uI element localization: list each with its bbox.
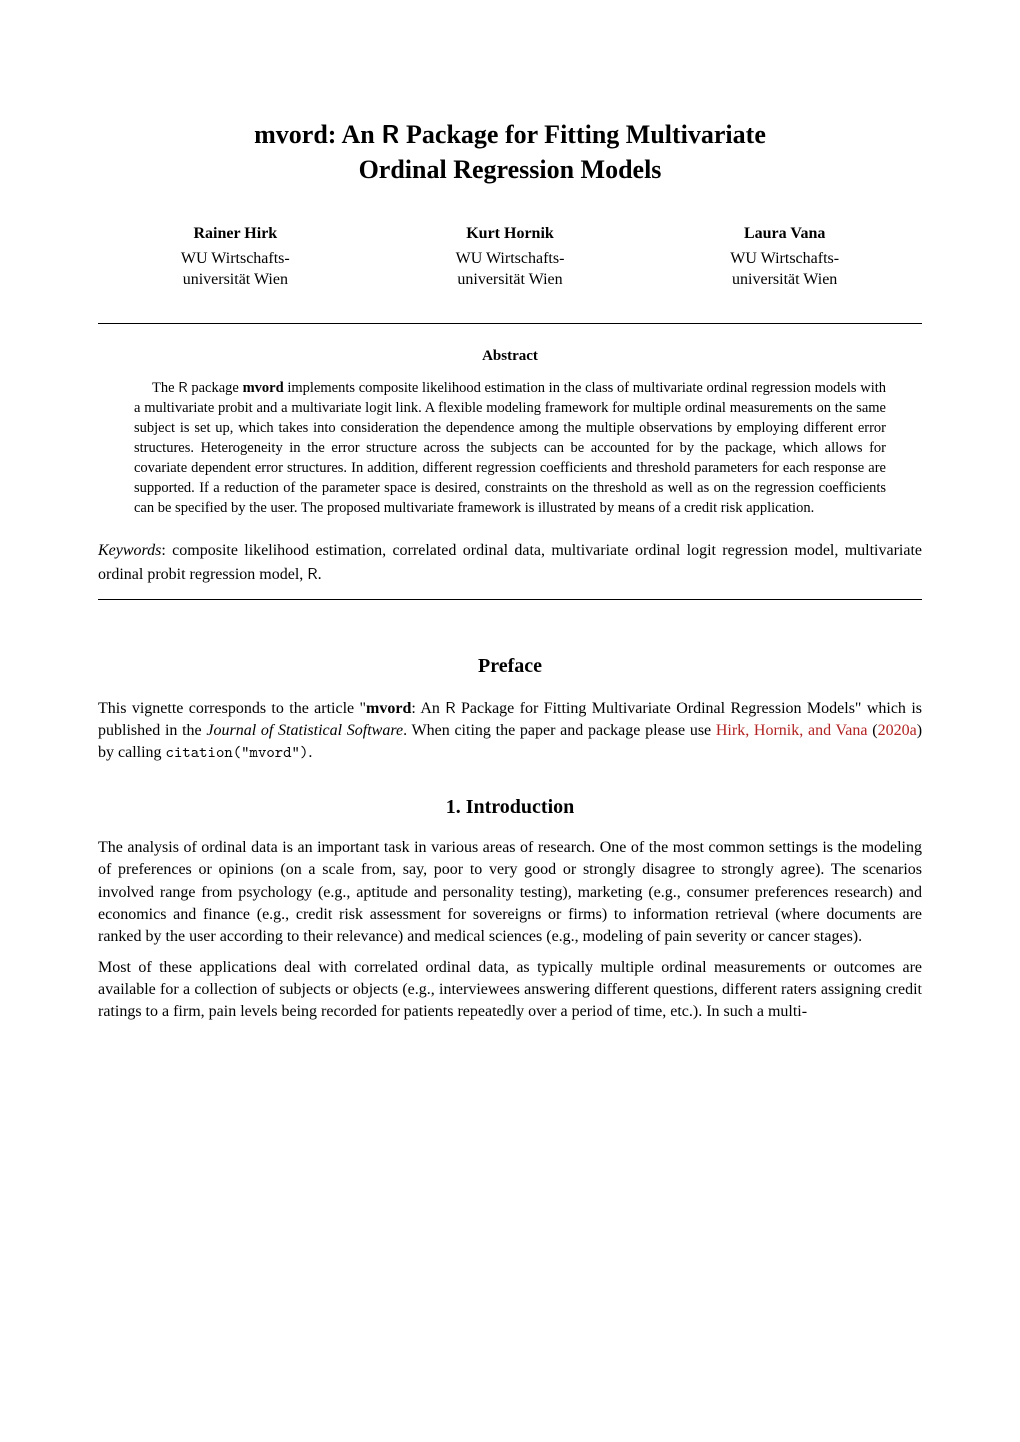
author-block: Kurt Hornik WU Wirtschafts- universität … [373,223,648,291]
author-block: Laura Vana WU Wirtschafts- universität W… [647,223,922,291]
preface-text: . When citing the paper and package plea… [403,722,716,739]
keywords-text: . [318,566,322,583]
title-text-prefix: mvord: An [254,120,381,149]
abstract-text: implements composite likelihood estimati… [134,380,886,516]
affiliation-line2: universität Wien [732,271,837,288]
preface-text: : An [411,700,445,717]
abstract-title: Abstract [98,346,922,367]
title-text-suffix: Package for Fitting Multivariate [400,120,766,149]
divider-top [98,323,922,324]
keywords-text: : composite likelihood estimation, corre… [98,542,922,583]
introduction-para1: The analysis of ordinal data is an impor… [98,837,922,949]
author-name: Laura Vana [647,223,922,245]
preface-r-sans: R [445,695,455,718]
introduction-title: 1. Introduction [98,793,922,821]
affiliation-line1: WU Wirtschafts- [456,250,565,267]
page-title: mvord: An R Package for Fitting Multivar… [98,115,922,187]
author-affiliation: WU Wirtschafts- universität Wien [647,248,922,291]
divider-bottom [98,599,922,600]
preface-body: This vignette corresponds to the article… [98,696,922,765]
abstract-body: The R package mvord implements composite… [134,377,886,518]
title-line2: Ordinal Regression Models [359,155,662,184]
affiliation-line1: WU Wirtschafts- [181,250,290,267]
abstract-text: The [152,380,178,396]
affiliation-line1: WU Wirtschafts- [730,250,839,267]
preface-pkg-name: mvord [366,700,411,717]
abstract-pkg-name: mvord [243,380,284,396]
author-block: Rainer Hirk WU Wirtschafts- universität … [98,223,373,291]
keywords-r-sans: R [307,561,317,584]
preface-text: This vignette corresponds to the article… [98,700,366,717]
affiliation-line2: universität Wien [183,271,288,288]
author-affiliation: WU Wirtschafts- universität Wien [373,248,648,291]
preface-journal: Journal of Statistical Software [206,722,403,739]
author-name: Rainer Hirk [98,223,373,245]
abstract-r-sans: R [178,376,187,397]
preface-title: Preface [98,652,922,680]
affiliation-line2: universität Wien [457,271,562,288]
preface-code: citation("mvord") [166,742,309,763]
abstract-text: package [188,380,243,396]
author-name: Kurt Hornik [373,223,648,245]
citation-link[interactable]: Hirk, Hornik, and Vana [716,722,868,739]
title-r-sans: R [381,114,399,151]
preface-text: ( [868,722,878,739]
authors-row: Rainer Hirk WU Wirtschafts- universität … [98,223,922,291]
citation-year-link[interactable]: 2020a [878,722,917,739]
preface-text: . [308,744,312,761]
keywords: Keywords: composite likelihood estimatio… [98,540,922,587]
introduction-para2: Most of these applications deal with cor… [98,957,922,1024]
author-affiliation: WU Wirtschafts- universität Wien [98,248,373,291]
keywords-label: Keywords [98,542,161,559]
